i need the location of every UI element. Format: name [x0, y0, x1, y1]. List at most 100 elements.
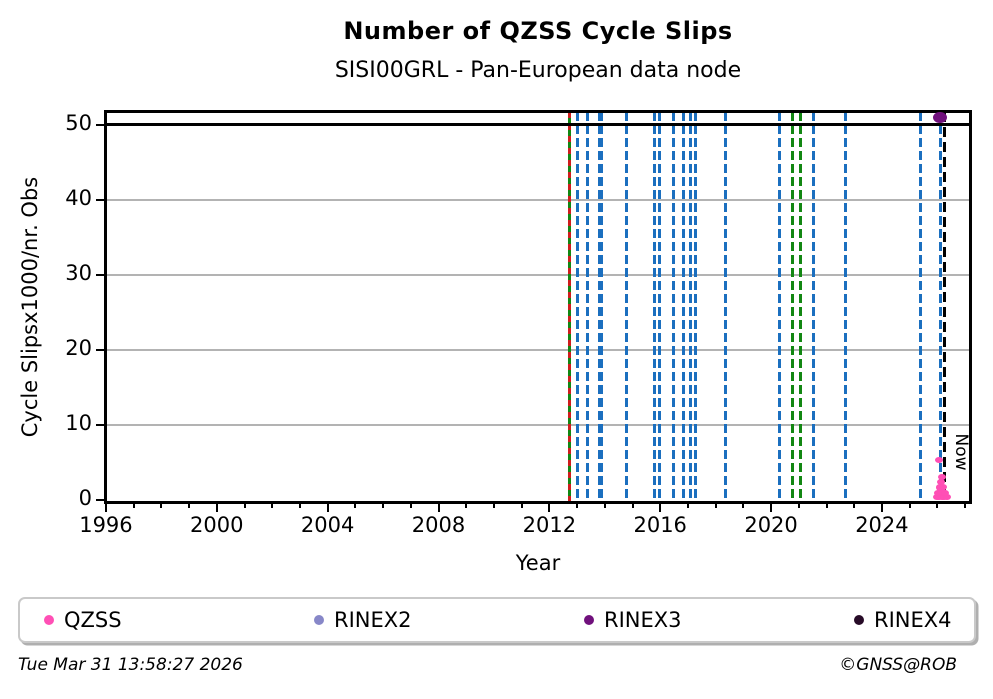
event-line — [693, 112, 697, 502]
x-minor-tick — [188, 504, 191, 508]
data-point-qzss — [934, 456, 943, 463]
data-point-qzss — [937, 479, 946, 486]
x-tick-label: 2000 — [190, 513, 244, 537]
qzss-marker-icon — [44, 615, 54, 625]
deploy-line-red-dashes — [567, 112, 571, 502]
x-minor-tick — [825, 504, 828, 508]
data-point-qzss — [938, 483, 947, 490]
x-major-tick — [659, 504, 662, 512]
event-line — [688, 112, 692, 502]
event-line — [938, 112, 942, 502]
event-line — [791, 112, 795, 502]
gridline — [104, 423, 972, 426]
event-line — [777, 112, 781, 502]
x-major-tick — [770, 504, 773, 512]
x-minor-tick — [686, 504, 689, 508]
legend-label: QZSS — [64, 608, 122, 632]
x-tick-label: 2016 — [633, 513, 687, 537]
x-tick-label: 1996 — [79, 513, 133, 537]
x-minor-tick — [465, 504, 468, 508]
gridline — [104, 273, 972, 276]
rinex2-marker-icon — [314, 615, 324, 625]
x-axis-label: Year — [515, 551, 561, 575]
y-axis-label: Cycle Slipsx1000/nr. Obs — [18, 176, 42, 438]
legend-item-rinex4: RINEX4 — [854, 599, 952, 641]
x-minor-tick — [742, 504, 745, 508]
y-tick — [96, 123, 104, 126]
x-minor-tick — [853, 504, 856, 508]
gridline — [104, 348, 972, 351]
y-tick-label: 0 — [78, 485, 92, 510]
event-line — [652, 112, 656, 502]
now-annotation: Now — [951, 433, 971, 471]
y-tick-label: 20 — [65, 335, 92, 360]
y-tick-label: 40 — [65, 185, 92, 210]
event-line — [586, 112, 590, 502]
legend-item-qzss: QZSS — [44, 599, 122, 641]
x-minor-tick — [354, 504, 357, 508]
event-line — [658, 112, 662, 502]
x-tick-label: 2008 — [411, 513, 466, 537]
x-tick-label: 2020 — [744, 513, 798, 537]
data-point-qzss — [938, 473, 947, 481]
y-tick — [96, 273, 104, 276]
legend-item-rinex3: RINEX3 — [584, 599, 682, 641]
x-major-tick — [437, 504, 440, 512]
event-line — [597, 112, 601, 502]
event-line — [798, 112, 802, 502]
event-line — [844, 112, 848, 502]
event-line — [625, 112, 629, 502]
event-line — [918, 112, 922, 502]
x-tick-label: 2004 — [300, 513, 355, 537]
event-line — [671, 112, 675, 502]
x-minor-tick — [908, 504, 911, 508]
y-tick — [96, 198, 104, 201]
x-minor-tick — [797, 504, 800, 508]
x-minor-tick — [298, 504, 301, 508]
plot-border — [104, 110, 972, 504]
data-point-rinex3 — [933, 111, 948, 124]
y-tick — [96, 498, 104, 501]
legend-label: RINEX2 — [334, 608, 412, 632]
x-minor-tick — [409, 504, 412, 508]
copyright-text: ©GNSS@ROB — [839, 655, 957, 675]
chart-subtitle: SISI00GRL - Pan-European data node — [334, 58, 742, 83]
x-minor-tick — [714, 504, 717, 508]
legend-label: RINEX4 — [874, 608, 952, 632]
x-tick-label: 2024 — [855, 513, 909, 537]
y-tick-label: 50 — [65, 110, 92, 135]
legend-box: QZSS RINEX2 RINEX3 RINEX4 — [18, 597, 976, 643]
x-minor-tick — [964, 504, 967, 508]
data-point-qzss — [941, 489, 950, 496]
x-minor-tick — [492, 504, 495, 508]
event-line — [724, 112, 728, 502]
legend-item-rinex2: RINEX2 — [314, 599, 412, 641]
x-minor-tick — [160, 504, 163, 508]
event-line — [600, 112, 604, 502]
x-major-tick — [215, 504, 218, 512]
data-point-qzss — [942, 494, 951, 501]
x-minor-tick — [603, 504, 606, 508]
x-minor-tick — [271, 504, 274, 508]
rinex3-marker-icon — [584, 615, 594, 625]
x-minor-tick — [132, 504, 135, 508]
y-tick-label: 10 — [65, 410, 92, 435]
x-major-tick — [548, 504, 551, 512]
x-minor-tick — [936, 504, 939, 508]
y-tick-label: 30 — [65, 260, 92, 285]
x-major-tick — [326, 504, 329, 512]
event-line — [681, 112, 685, 502]
x-major-tick — [104, 504, 107, 512]
timestamp-text: Tue Mar 31 13:58:27 2026 — [18, 655, 243, 675]
chart-title: Number of QZSS Cycle Slips — [343, 17, 733, 45]
x-minor-tick — [243, 504, 246, 508]
y-tick — [96, 348, 104, 351]
event-line — [811, 112, 815, 502]
legend-label: RINEX3 — [604, 608, 682, 632]
max-cap-line — [104, 123, 972, 127]
gridline — [104, 198, 972, 201]
event-line — [576, 112, 580, 502]
x-minor-tick — [382, 504, 385, 508]
now-line — [942, 112, 947, 502]
